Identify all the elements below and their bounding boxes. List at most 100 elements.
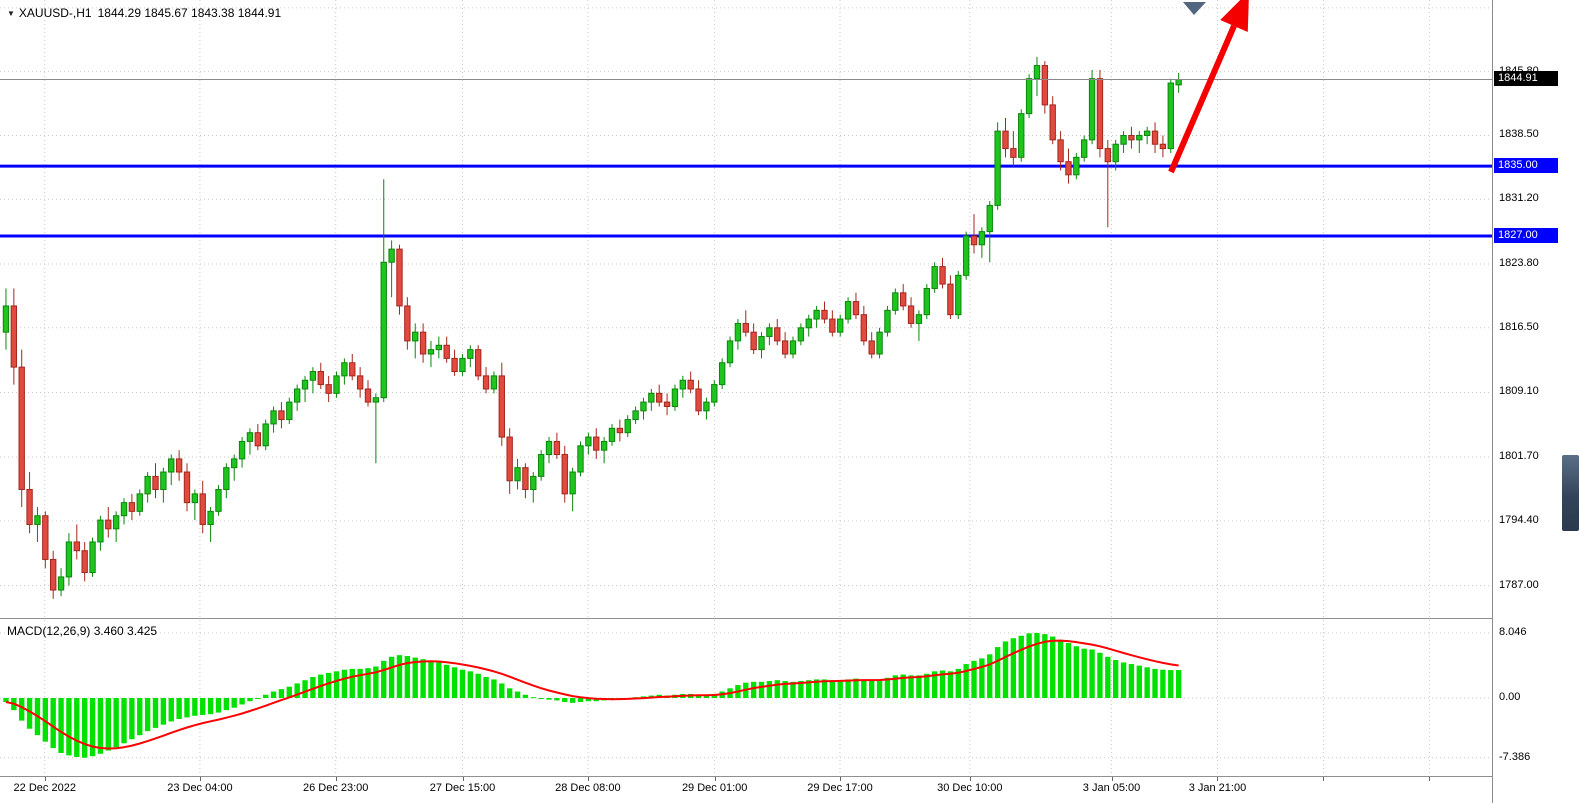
macd-bar: [1168, 670, 1174, 698]
macd-bar: [971, 660, 977, 698]
candle-body: [349, 362, 356, 377]
candle-body: [1010, 148, 1017, 158]
time-tick: [969, 777, 971, 781]
macd-bar: [160, 698, 167, 725]
candle-body: [695, 388, 702, 412]
macd-bar: [168, 698, 174, 722]
candle-body: [10, 305, 18, 368]
price-axis-label: 1816.50: [1499, 320, 1539, 333]
macd-bar: [1136, 665, 1142, 698]
macd-bar: [876, 679, 883, 698]
trend-arrow[interactable]: [1168, 0, 1249, 174]
candle-body: [923, 287, 930, 316]
macd-bar: [294, 683, 300, 698]
price-axis-label: -7.386: [1499, 750, 1531, 763]
support-resistance-lines[interactable]: [0, 164, 1492, 238]
scrollbar-thumb[interactable]: [1562, 455, 1579, 531]
macd-bar: [1065, 643, 1072, 698]
candle-body: [482, 375, 490, 390]
candle-body: [73, 541, 80, 552]
macd-bar: [1010, 638, 1017, 698]
time-axis[interactable]: 22 Dec 2022 23 Dec 04:00 26 Dec 23:00 27 De…: [0, 777, 1492, 803]
candle-body: [404, 305, 411, 342]
collapse-arrow-icon[interactable]: ▼: [7, 9, 15, 18]
candle-body: [718, 362, 726, 386]
macd-bar: [223, 698, 230, 711]
time-tick: [1429, 777, 1431, 781]
candle-body: [640, 401, 647, 412]
candle-body: [837, 318, 844, 333]
time-axis-label: 23 Dec 04:00: [167, 782, 233, 794]
macd-bar: [247, 698, 253, 702]
price-axis[interactable]: 1845.801838.501831.201823.801816.501809.…: [1492, 0, 1579, 803]
candle-body: [1002, 130, 1009, 150]
time-tick: [1111, 777, 1113, 781]
candle-body: [821, 309, 828, 320]
macd-bar: [341, 669, 348, 698]
macd-bar: [924, 673, 930, 698]
candle-body: [419, 331, 427, 355]
macd-bar: [963, 664, 969, 698]
price-axis-label: 0.00: [1499, 691, 1521, 703]
macd-bar: [475, 673, 481, 698]
macd-bar: [1128, 664, 1135, 698]
macd-bar: [506, 688, 513, 698]
macd-bar: [357, 668, 363, 698]
time-axis-label: 22 Dec 2022: [13, 782, 76, 794]
price-axis-label: 1787.00: [1499, 578, 1539, 591]
pane-separator[interactable]: [0, 618, 1579, 619]
candle-body: [1073, 156, 1080, 176]
candle-body: [356, 375, 364, 390]
main-chart-pane[interactable]: [0, 0, 1492, 618]
macd-pane[interactable]: [0, 620, 1492, 776]
time-tick: [462, 777, 464, 781]
candle-body: [34, 515, 41, 525]
candle-body: [907, 305, 915, 324]
candle-body: [884, 309, 891, 333]
candle-body: [734, 322, 742, 342]
arrow-head-icon: [1220, 0, 1249, 32]
macd-bar: [19, 698, 25, 721]
macd-bar: [200, 698, 206, 715]
candle-body: [679, 379, 686, 390]
candle-body: [490, 375, 498, 390]
macd-bar: [278, 689, 285, 698]
macd-bar: [286, 686, 292, 698]
macd-bar: [1152, 668, 1158, 698]
candle-body: [144, 475, 151, 495]
macd-bar: [695, 694, 702, 698]
candle-body: [1159, 143, 1167, 150]
candle-body: [671, 388, 679, 407]
macd-bar: [562, 698, 568, 703]
macd-bar: [845, 679, 851, 698]
candle-body: [435, 344, 443, 351]
candle-body: [105, 519, 112, 530]
macd-bar: [483, 676, 489, 698]
macd-bar: [436, 662, 442, 698]
candle-body: [231, 458, 238, 469]
macd-bar: [790, 681, 796, 698]
candle-body: [915, 314, 923, 324]
candle-body: [50, 558, 57, 591]
candle-body: [325, 384, 332, 394]
candle-body: [238, 440, 246, 460]
macd-bar: [931, 671, 938, 698]
candle-body: [1081, 139, 1088, 158]
macd-bar: [325, 672, 332, 698]
macd-bar: [270, 691, 277, 698]
candle-body: [561, 454, 568, 495]
macd-bar: [884, 677, 891, 698]
macd-bar: [396, 655, 403, 698]
candle-body: [1088, 78, 1096, 141]
price-axis-label: 1809.10: [1499, 385, 1539, 398]
candle-body: [1120, 134, 1127, 145]
macd-bar: [1026, 633, 1032, 698]
candle-body: [600, 440, 608, 451]
time-tick: [714, 777, 716, 781]
candle-body: [168, 458, 175, 473]
macd-bar: [97, 698, 104, 754]
candle-body: [293, 388, 301, 403]
candle-body: [396, 248, 403, 307]
macd-bar: [81, 698, 88, 758]
